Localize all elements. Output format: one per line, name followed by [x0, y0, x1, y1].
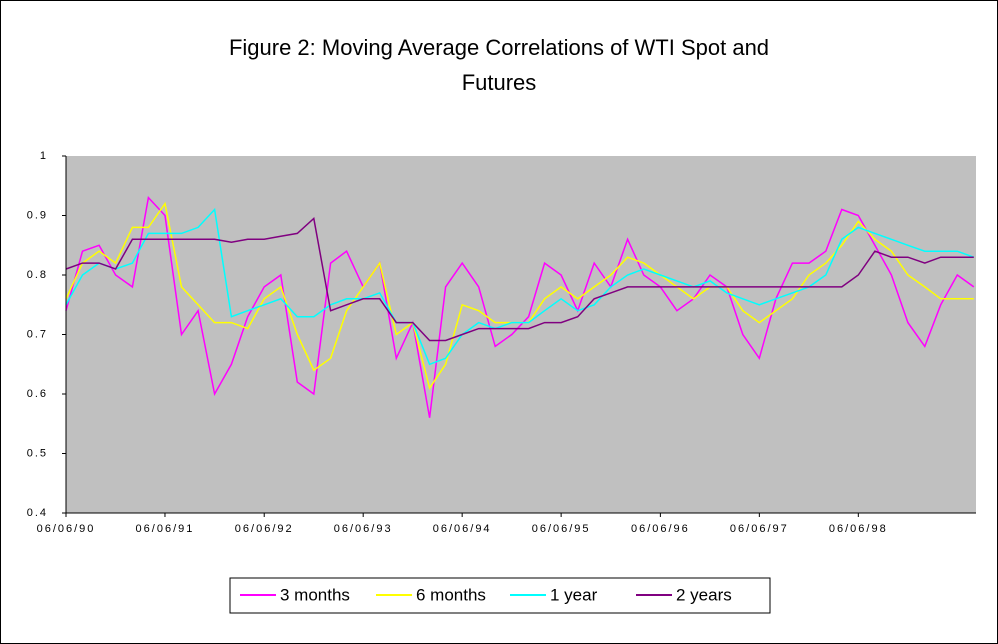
y-tick-label: 0.9	[27, 209, 48, 221]
x-tick-label: 06/06/91	[136, 523, 195, 535]
y-tick-label: 0.4	[27, 507, 48, 519]
series-line	[65, 217, 974, 342]
series-line	[65, 195, 975, 418]
series-line	[65, 207, 975, 366]
chart-title: Figure 2: Moving Average Correlations of…	[228, 35, 770, 95]
legend-label: 6 months	[416, 585, 486, 604]
legend-box	[229, 577, 771, 614]
y-tick-label: 1	[40, 150, 48, 162]
x-tick-label: 06/06/93	[334, 523, 393, 535]
legend-label: 1 year	[550, 585, 598, 604]
x-tick-label: 06/06/96	[631, 523, 690, 535]
y-tick-label: 0.5	[27, 447, 48, 459]
y-tick-label: 0.7	[27, 328, 48, 340]
x-tick-label: 06/06/90	[37, 523, 96, 535]
legend-label: 3 months	[280, 585, 350, 604]
y-tick-label: 0.6	[27, 388, 48, 400]
legend-label: 2 years	[676, 585, 732, 604]
x-tick-label: 06/06/92	[235, 523, 294, 535]
plot-area	[66, 156, 976, 513]
x-tick-label: 06/06/94	[433, 523, 492, 535]
x-tick-label: 06/06/95	[532, 523, 591, 535]
x-tick-label: 06/06/98	[829, 523, 888, 535]
x-tick-label: 06/06/97	[730, 523, 789, 535]
y-tick-label: 0.8	[27, 269, 48, 281]
